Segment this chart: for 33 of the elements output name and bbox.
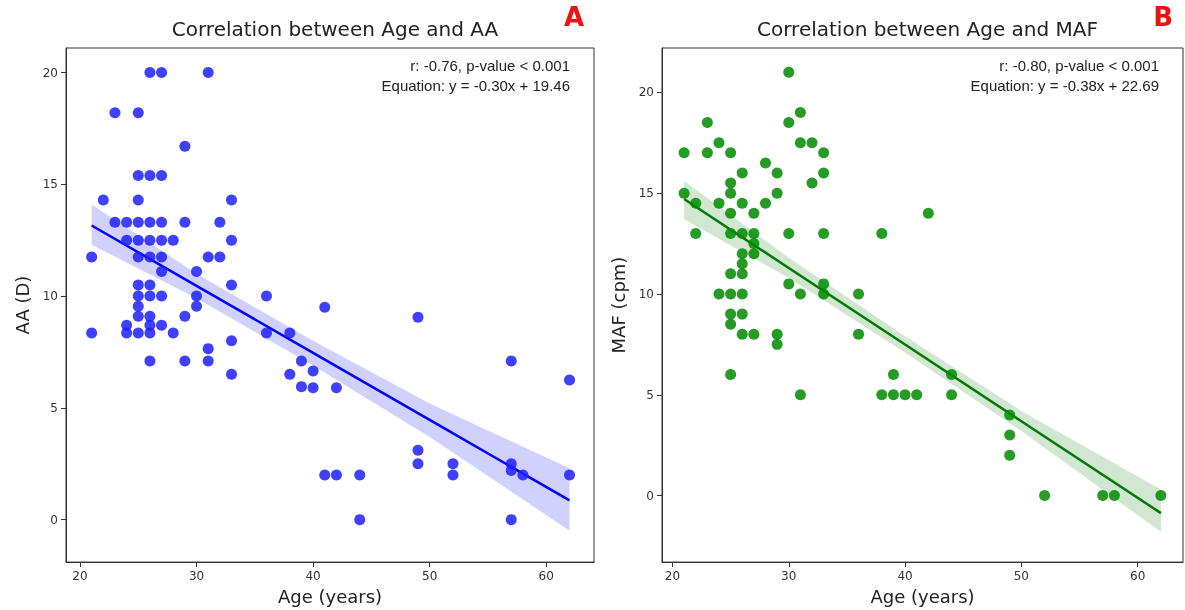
annotation: Equation: y = -0.38x + 22.69 — [970, 77, 1159, 94]
text: A — [563, 2, 584, 32]
x-tick-label: 20 — [72, 569, 88, 584]
y-tick-label: 5 — [50, 400, 58, 415]
x-axis-title: Age (years) — [277, 585, 383, 607]
y-tick-label: 20 — [638, 85, 654, 100]
y-tick-label: 0 — [646, 488, 654, 503]
y-tick-label: 0 — [50, 512, 58, 527]
text: B — [1153, 2, 1174, 32]
x-tick-label: 60 — [1130, 569, 1146, 584]
y-tick-label: 20 — [42, 65, 58, 80]
y-tick-label: 15 — [42, 177, 58, 192]
y-axis-title: AA (D) — [12, 275, 34, 335]
x-tick-label: 60 — [538, 569, 554, 584]
x-tick-label: 30 — [781, 569, 797, 584]
annotation: Equation: y = -0.30x + 19.46 — [381, 77, 570, 94]
x-tick-label: 50 — [422, 569, 438, 584]
chart-title: Correlation between Age and AA — [171, 17, 499, 41]
annotation: r: -0.76, p-value < 0.001 — [410, 57, 570, 74]
line-series — [90, 224, 571, 502]
y-tick-label: 10 — [42, 289, 58, 304]
x-tick-label: 30 — [188, 569, 205, 584]
x-axis-title: Age (years) — [870, 585, 975, 607]
x-tick-label: 50 — [1013, 569, 1029, 584]
x-tick-label: 20 — [664, 569, 681, 584]
x-tick-label: 40 — [897, 569, 913, 584]
chart-title: Correlation between Age and MAF — [757, 17, 1098, 41]
annotation: r: -0.80, p-value < 0.001 — [999, 57, 1159, 74]
y-axis-title: MAF (cpm) — [608, 256, 630, 354]
y-tick-label: 5 — [646, 387, 654, 402]
y-tick-label: 15 — [638, 186, 654, 201]
y-tick-label: 10 — [638, 286, 654, 301]
x-tick-label: 40 — [305, 569, 321, 584]
